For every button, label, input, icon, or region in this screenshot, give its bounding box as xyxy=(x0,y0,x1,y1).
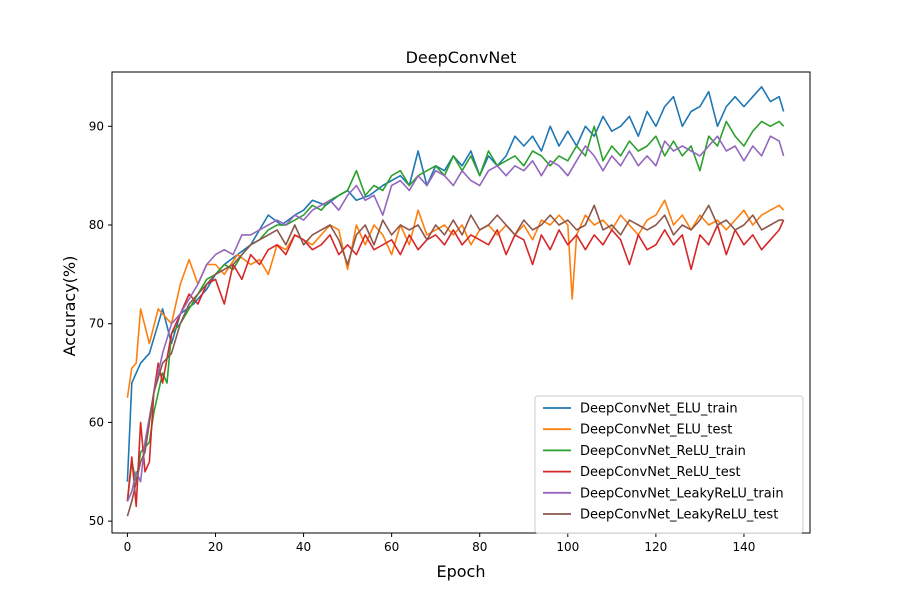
x-tick-label: 20 xyxy=(208,540,223,554)
y-tick-label: 60 xyxy=(89,415,104,429)
legend-label: DeepConvNet_ELU_test xyxy=(580,423,732,438)
legend: DeepConvNet_ELU_train DeepConvNet_ELU_tes… xyxy=(534,395,804,534)
x-tick-label: 80 xyxy=(472,540,487,554)
y-tick-label: 80 xyxy=(89,218,104,232)
x-tick-label: 40 xyxy=(296,540,311,554)
x-tick-label: 60 xyxy=(384,540,399,554)
chart-title: DeepConvNet xyxy=(406,48,517,67)
x-axis-label: Epoch xyxy=(437,562,486,581)
series-line-4 xyxy=(126,135,785,502)
series-line-1 xyxy=(126,199,785,398)
plot-frame xyxy=(111,71,811,534)
legend-label: DeepConvNet_ReLU_test xyxy=(580,465,741,480)
x-tick-label: 0 xyxy=(124,540,132,554)
x-tick-label: 120 xyxy=(644,540,667,554)
series-line-5 xyxy=(126,204,784,517)
legend-box xyxy=(534,395,804,534)
legend-label: DeepConvNet_LeakyReLU_train xyxy=(580,486,784,501)
y-tick-label: 70 xyxy=(89,317,104,331)
y-tick-label: 90 xyxy=(89,119,104,133)
legend-label: DeepConvNet_LeakyReLU_test xyxy=(580,508,778,523)
legend-label: DeepConvNet_ELU_train xyxy=(580,402,738,417)
y-axis-label: Accuracy(%) xyxy=(60,256,79,357)
legend-label: DeepConvNet_ReLU_train xyxy=(580,444,746,459)
x-tick-label: 100 xyxy=(556,540,579,554)
x-tick-label: 140 xyxy=(732,540,755,554)
plot-area: 0 20 40 60 80 100 120 140 50 60 70 80 90 xyxy=(89,71,811,554)
y-tick-label: 50 xyxy=(89,514,104,528)
